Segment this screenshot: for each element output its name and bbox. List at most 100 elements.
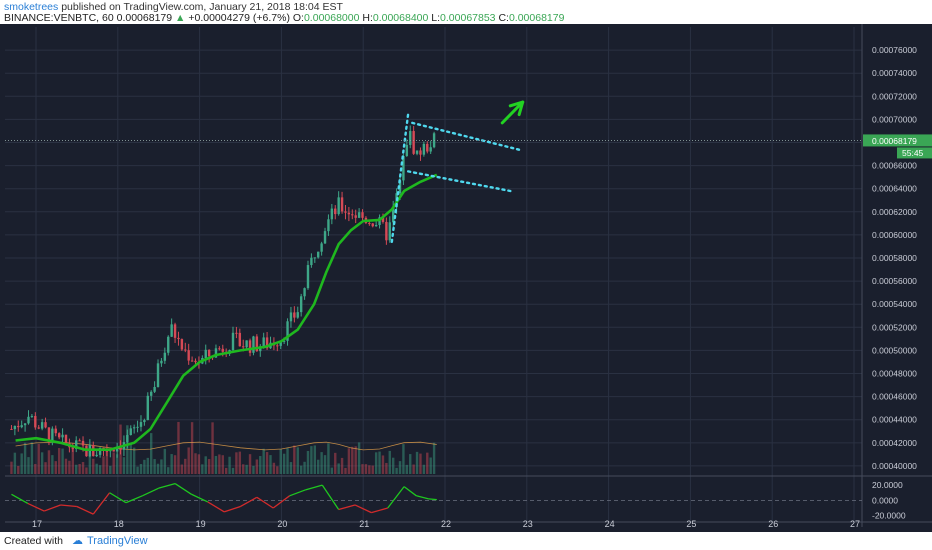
volume-bar bbox=[68, 460, 71, 474]
oscillator-segment bbox=[60, 504, 77, 508]
oscillator-segment bbox=[403, 486, 417, 497]
candle-body bbox=[20, 425, 23, 428]
volume-bar bbox=[214, 455, 218, 474]
candle-body bbox=[402, 155, 405, 181]
volume-bar bbox=[54, 461, 57, 474]
volume-bar bbox=[184, 458, 187, 474]
volume-bar bbox=[272, 462, 276, 474]
volume-bar bbox=[37, 443, 40, 474]
volume-bar bbox=[47, 450, 51, 474]
price-tick-label: 0.00076000 bbox=[872, 45, 917, 55]
candle-body bbox=[299, 296, 303, 313]
breakout-arrow bbox=[500, 100, 525, 125]
volume-bar bbox=[194, 453, 197, 474]
candle-body bbox=[310, 257, 313, 266]
tradingview-icon: ☁ bbox=[72, 535, 83, 547]
moving-average bbox=[15, 173, 438, 452]
volume-bar bbox=[224, 467, 228, 474]
volume-bar bbox=[143, 459, 146, 474]
candle-body bbox=[385, 221, 388, 241]
candle-body bbox=[320, 243, 323, 252]
volume-bar bbox=[289, 462, 293, 474]
volume-bar bbox=[204, 456, 207, 474]
oscillator-segment bbox=[43, 504, 61, 512]
price-tick-label: 0.00062000 bbox=[872, 207, 917, 217]
volume-bar bbox=[378, 451, 381, 474]
date-tick-label: 27 bbox=[850, 519, 860, 529]
volume-bar bbox=[173, 455, 177, 474]
price-tick-label: 0.00064000 bbox=[872, 184, 917, 194]
price-chart[interactable]: 0.00076000 0.00074000 0.00072000 0.00070000… bbox=[0, 24, 932, 532]
candle-body bbox=[265, 337, 269, 349]
tradingview-logo[interactable]: ☁ TradingView bbox=[72, 534, 148, 547]
candle-body bbox=[153, 386, 156, 392]
volume-bar bbox=[238, 451, 242, 474]
candle-body bbox=[245, 340, 248, 348]
candle-body bbox=[40, 422, 44, 429]
volume-bar bbox=[129, 442, 132, 474]
volume-bar bbox=[20, 453, 23, 474]
candle-body bbox=[221, 348, 224, 352]
candle-body bbox=[286, 321, 289, 341]
candle-body bbox=[129, 428, 132, 436]
price-tick-label: 0.00074000 bbox=[872, 68, 917, 78]
volume-bar bbox=[286, 448, 289, 474]
author-link[interactable]: smoketrees bbox=[4, 1, 59, 13]
candle-body bbox=[54, 428, 57, 434]
candle-body bbox=[231, 332, 235, 351]
candle-body bbox=[330, 208, 334, 220]
oscillator-segment bbox=[158, 482, 176, 489]
volume-bar bbox=[146, 457, 149, 474]
price-tick-label: 0.00066000 bbox=[872, 161, 917, 171]
volume-bar bbox=[218, 454, 221, 474]
volume-bar bbox=[323, 455, 327, 474]
volume-bar bbox=[347, 448, 351, 474]
volume-bar bbox=[269, 455, 272, 474]
volume-bar bbox=[81, 462, 85, 474]
candle-body bbox=[98, 447, 102, 455]
candle-body bbox=[293, 312, 296, 318]
candle-body bbox=[317, 251, 320, 258]
candle-body bbox=[344, 211, 347, 213]
volume-bar bbox=[190, 422, 194, 474]
volume-bar bbox=[293, 445, 296, 474]
volume-bar bbox=[95, 463, 98, 474]
volume-bar bbox=[160, 459, 163, 474]
candle-body bbox=[323, 231, 327, 244]
volume-bar bbox=[385, 462, 388, 474]
volume-bar bbox=[10, 461, 13, 474]
volume-bar bbox=[71, 445, 75, 474]
candle-body bbox=[75, 440, 78, 449]
oscillator-pane bbox=[5, 482, 862, 515]
price-tick-label: 0.00042000 bbox=[872, 438, 917, 448]
grid bbox=[5, 24, 932, 527]
oscillator-segment bbox=[289, 489, 307, 497]
volume-bar bbox=[412, 464, 415, 474]
volume-bar bbox=[313, 445, 317, 474]
oscillator-segment bbox=[305, 484, 323, 491]
volume-bar bbox=[112, 452, 115, 474]
volume-bar bbox=[211, 422, 214, 474]
oscillator-segment bbox=[428, 498, 437, 501]
volume-bar bbox=[415, 451, 419, 474]
date-tick-label: 21 bbox=[359, 519, 369, 529]
oscillator-segment bbox=[191, 493, 209, 503]
volume-bar bbox=[354, 446, 357, 474]
date-tick-label: 24 bbox=[605, 519, 615, 529]
candle-body bbox=[303, 288, 306, 297]
volume-bar bbox=[122, 457, 126, 474]
date-tick-label: 23 bbox=[523, 519, 533, 529]
oscillator-tick-label: 20.0000 bbox=[872, 480, 903, 490]
oscillator-tick-label: 0.0000 bbox=[872, 495, 898, 505]
oscillator-segment bbox=[272, 495, 290, 509]
volume-bar bbox=[177, 421, 180, 474]
price-tick-label: 0.00060000 bbox=[872, 230, 917, 240]
oscillator-segment bbox=[338, 504, 356, 511]
price-tick-label: 0.00050000 bbox=[872, 345, 917, 355]
symbol-line: BINANCE:VENBTC, 60 0.00068179 ▲ +0.00004… bbox=[4, 12, 564, 24]
tradingview-brand: TradingView bbox=[87, 535, 148, 547]
volume-bar bbox=[92, 458, 95, 474]
volume-bar bbox=[310, 446, 313, 474]
oscillator-segment bbox=[387, 486, 405, 509]
candle-body bbox=[105, 450, 109, 452]
